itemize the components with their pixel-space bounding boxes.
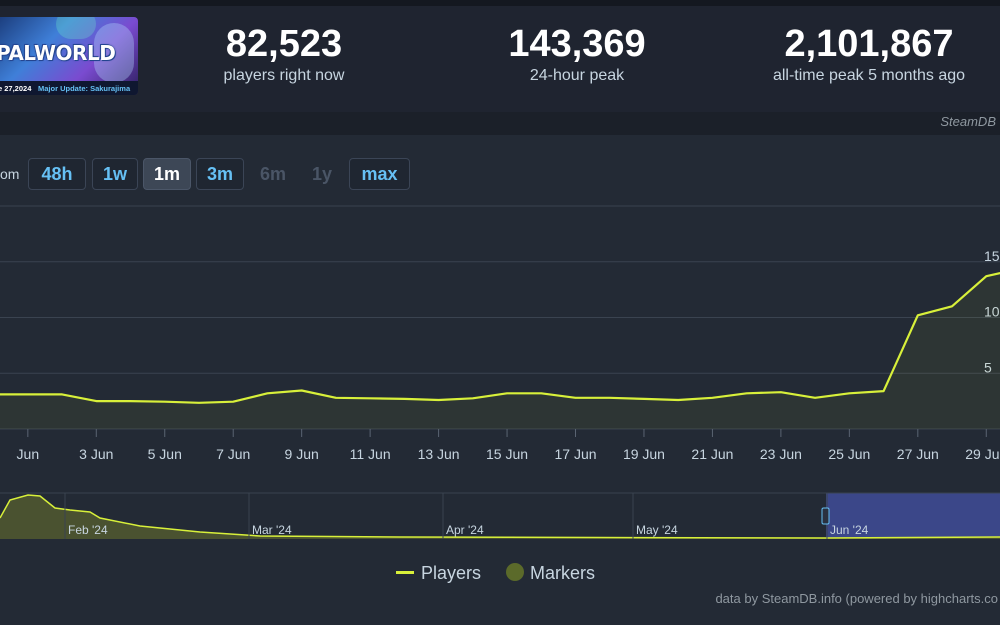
all-time-peak-label: all-time peak 5 months ago (772, 67, 966, 84)
players-legend-line (396, 571, 414, 574)
chart-panel (0, 135, 1000, 625)
x-tick-label: 23 Jun (760, 446, 802, 462)
navigator-tick-label: Feb '24 (68, 523, 108, 537)
x-tick-label: 3 Jun (79, 446, 113, 462)
zoom-3m-button[interactable]: 3m (196, 158, 244, 190)
navigator-handle[interactable] (821, 507, 830, 525)
steamdb-credit[interactable]: SteamDB (940, 114, 996, 129)
top-strip (0, 0, 1000, 6)
banner-update: Major Update: Sakurajima (38, 84, 131, 93)
x-tick-label: 19 Jun (623, 446, 665, 462)
x-tick-label: 29 Jun (965, 446, 1000, 462)
game-banner[interactable]: PALWORLD e 27,2024 Major Update: Sakuraj… (0, 17, 138, 95)
navigator-tick-label: Jun '24 (830, 523, 869, 537)
game-logo: PALWORLD (0, 41, 116, 65)
x-tick-label: 5 Jun (148, 446, 182, 462)
zoom-max-button[interactable]: max (349, 158, 410, 190)
stat-current-players: 82,523 players right now (184, 22, 384, 86)
footer-attribution[interactable]: data by SteamDB.info (powered by highcha… (715, 591, 998, 606)
banner-date: e 27,2024 (0, 84, 32, 93)
zoom-1w-button[interactable]: 1w (92, 158, 138, 190)
peak-24h-label: 24-hour peak (529, 67, 625, 84)
current-players-value: 82,523 (225, 23, 343, 65)
navigator-line (0, 494, 1000, 539)
players-series-line[interactable] (0, 260, 1000, 404)
navigator-tick-label: May '24 (636, 523, 678, 537)
header-bar (0, 6, 1000, 112)
navigator-tick-label: Mar '24 (252, 523, 292, 537)
zoom-6m-button[interactable]: 6m (259, 164, 286, 184)
legend-markers[interactable]: Markers (530, 563, 596, 583)
banner-art (56, 17, 96, 39)
player-count-chart[interactable]: 15 10 5 Jun 3 Jun 5 Jun 7 Jun 9 Jun 11 Jun 13 Jun… (0, 200, 1000, 470)
navigator-tick-label: Apr '24 (446, 523, 484, 537)
chart-legend: Players Markers (0, 560, 1000, 586)
stat-all-time-peak: 2,101,867 all-time peak 5 months ago (756, 22, 982, 86)
zoom-48h-button[interactable]: 48h (28, 158, 86, 190)
x-tick-label: 7 Jun (216, 446, 250, 462)
navigator-selection[interactable] (826, 493, 1000, 539)
y-tick-label: 15 (984, 248, 1000, 264)
x-tick-label: 17 Jun (554, 446, 596, 462)
x-tick-label: Jun (17, 446, 40, 462)
navigator-chart[interactable]: Feb '24 Mar '24 Apr '24 May '24 Jun '24 (0, 490, 1000, 542)
zoom-1m-button[interactable]: 1m (143, 158, 191, 190)
navigator-area (0, 495, 1000, 539)
x-tick-label: 25 Jun (828, 446, 870, 462)
peak-24h-value: 143,369 (508, 23, 646, 65)
players-area (0, 273, 1000, 429)
legend-players[interactable]: Players (421, 563, 482, 583)
x-tick-label: 15 Jun (486, 446, 528, 462)
x-tick-label: 9 Jun (285, 446, 319, 462)
zoom-label: om (0, 166, 20, 182)
x-tick-label: 11 Jun (350, 446, 391, 462)
y-tick-label: 5 (984, 359, 992, 375)
x-tick-label: 13 Jun (418, 446, 460, 462)
current-players-label: players right now (223, 67, 345, 84)
x-tick-label: 27 Jun (897, 446, 939, 462)
y-tick-label: 10 (984, 304, 1000, 320)
markers-legend-dot (506, 563, 524, 581)
all-time-peak-value: 2,101,867 (784, 23, 954, 65)
stat-24h-peak: 143,369 24-hour peak (472, 22, 682, 86)
x-tick-label: 21 Jun (691, 446, 733, 462)
banner-character (94, 23, 134, 83)
zoom-1y-button[interactable]: 1y (311, 164, 333, 184)
banner-strip (0, 81, 138, 95)
